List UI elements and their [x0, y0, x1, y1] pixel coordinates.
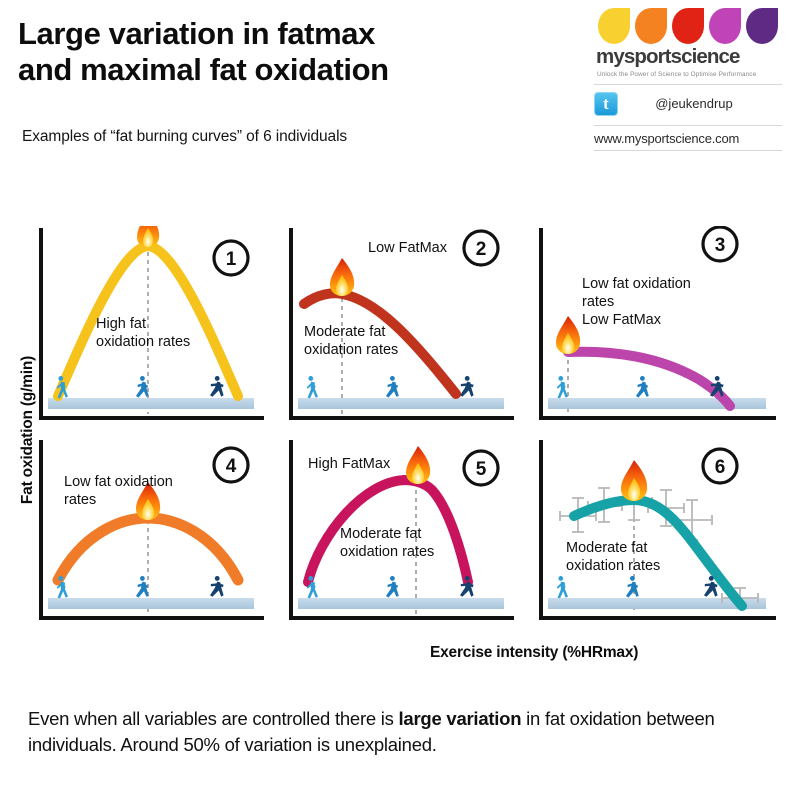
website-url[interactable]: www.mysportscience.com: [594, 130, 740, 146]
panel-1-number-badge: 1: [212, 239, 250, 277]
panel-3[interactable]: Low fat oxidation rates Low FatMax 3: [534, 226, 778, 438]
panel-2-figure-jog: [386, 376, 399, 398]
panel-3-annotation-line-1: Low fat oxidation: [582, 276, 691, 292]
logo-drop-1: [598, 8, 630, 44]
panel-4-annotation-line-1: Low fat oxidation: [64, 474, 173, 490]
panel-5-figure-run: [460, 576, 474, 597]
panel-6-annotation-line-2: oxidation rates: [566, 558, 660, 574]
panel-4-flame-icon: [136, 482, 161, 520]
panel-1-flame-icon: [137, 226, 160, 247]
panel-2-annotation-line-2: oxidation rates: [304, 342, 398, 358]
panel-6-flame-icon: [621, 460, 648, 501]
twitter-handle[interactable]: @jeukendrup: [655, 96, 733, 111]
twitter-icon[interactable]: t: [594, 91, 618, 116]
panel-5[interactable]: High FatMax Moderate fat oxidation rates…: [284, 438, 516, 636]
panel-1-annotation-line-1: High fat: [96, 316, 146, 332]
panel-4-figure-run: [210, 576, 224, 597]
panel-3-figure-run: [710, 376, 724, 397]
panel-3-annotation-line-3: Low FatMax: [582, 312, 662, 328]
panel-1-figure-run: [210, 376, 224, 397]
logo-drop-5: [746, 8, 778, 44]
footer-bold: large variation: [398, 708, 522, 729]
panel-4-figure-walk: [56, 576, 68, 599]
panel-2-flame-icon: [330, 258, 355, 296]
twitter-glyph: t: [603, 93, 609, 113]
footer-caption: Even when all variables are controlled t…: [28, 706, 776, 759]
panel-3-ground: [548, 398, 766, 409]
logo-wordmark: mysportscience: [596, 45, 740, 68]
panel-6-figure-walk: [556, 576, 568, 599]
svg-text:3: 3: [715, 235, 726, 256]
svg-text:2: 2: [476, 239, 487, 260]
logo-drop-3: [672, 8, 704, 44]
panel-5-figure-walk: [306, 576, 318, 599]
svg-text:6: 6: [715, 457, 726, 478]
svg-text:5: 5: [476, 459, 487, 480]
panel-6-ground: [548, 598, 766, 609]
panel-1-ground: [48, 398, 254, 409]
brand-logo-box: mysportscience Unlock the Power of Scien…: [594, 8, 784, 151]
panel-3-figure-walk: [556, 376, 568, 399]
panel-4-annotation-line-2: rates: [64, 492, 96, 508]
panel-5-annotation-line-1: Moderate fat: [340, 526, 421, 542]
panel-6-number-badge: 6: [701, 447, 739, 485]
panel-6[interactable]: Moderate fat oxidation rates 6: [534, 438, 778, 636]
panel-2-top-label: Low FatMax: [368, 240, 448, 256]
panel-4-ground: [48, 598, 254, 609]
panel-3-flame-icon: [556, 316, 581, 354]
logo-drop-2: [635, 8, 667, 44]
logo-droplets: [598, 8, 784, 44]
panel-2[interactable]: Low FatMax Moderate fat oxidation rates …: [284, 226, 516, 438]
panel-3-curve: [563, 346, 735, 411]
svg-text:1: 1: [226, 249, 237, 270]
panel-1-figure-jog: [136, 376, 149, 398]
subtitle: Examples of “fat burning curves” of 6 in…: [22, 128, 348, 145]
footer-part-1: Even when all variables are controlled t…: [28, 708, 399, 729]
panel-2-annotation-line-1: Moderate fat: [304, 324, 385, 340]
panel-5-number-badge: 5: [462, 449, 500, 487]
panel-5-ground: [298, 598, 504, 609]
panel-6-curve: [569, 494, 747, 611]
title-block: Large variation in fatmax and maximal fa…: [18, 16, 578, 88]
panel-4-figure-jog: [136, 576, 149, 598]
page-title: Large variation in fatmax and maximal fa…: [18, 16, 389, 87]
panel-2-ground: [298, 398, 504, 409]
panel-5-top-label: High FatMax: [308, 456, 391, 472]
panel-2-figure-run: [460, 376, 474, 397]
panel-1-annotation-line-2: oxidation rates: [96, 334, 190, 350]
panel-4-number-badge: 4: [212, 446, 250, 484]
logo-drop-4: [709, 8, 741, 44]
panel-3-figure-jog: [636, 376, 649, 398]
chart-area: Fat oxidation (g/min) Exercise intensity…: [0, 176, 800, 661]
logo-divider-2: [594, 124, 782, 126]
panel-2-figure-walk: [306, 376, 318, 399]
header: Large variation in fatmax and maximal fa…: [0, 0, 800, 172]
x-axis-label: Exercise intensity (%HRmax): [430, 644, 639, 661]
panel-6-figure-run: [704, 576, 718, 597]
panel-5-figure-jog: [386, 576, 399, 598]
logo-divider-3: [594, 149, 782, 151]
panel-3-number-badge: 3: [701, 226, 739, 263]
panel-1[interactable]: High fat oxidation rates 1: [34, 226, 266, 438]
twitter-row[interactable]: t @jeukendrup: [594, 89, 784, 119]
panel-6-annotation-line-1: Moderate fat: [566, 540, 647, 556]
footer-part-2: in fat oxidation between individuals. Ar…: [28, 708, 715, 756]
panel-4[interactable]: Low fat oxidation rates 4: [34, 438, 266, 636]
panel-2-curve: [299, 288, 461, 399]
panel-5-flame-icon: [406, 446, 431, 484]
panel-2-number-badge: 2: [462, 229, 500, 267]
panel-6-figure-jog: [626, 576, 639, 598]
panel-1-figure-walk: [56, 376, 68, 399]
logo-tagline: Unlock the Power of Science to Optimise …: [597, 70, 757, 78]
logo-divider-1: [594, 83, 782, 85]
panel-5-annotation-line-2: oxidation rates: [340, 544, 434, 560]
panel-3-annotation-line-2: rates: [582, 294, 614, 310]
svg-text:4: 4: [226, 456, 237, 477]
